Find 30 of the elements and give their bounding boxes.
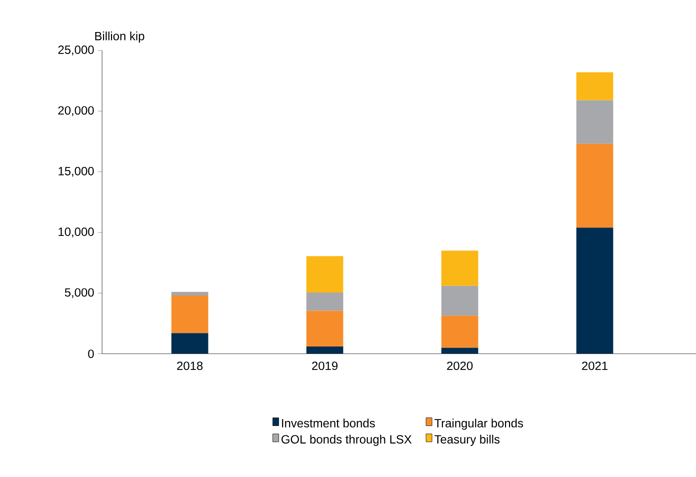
y-axis-title: Billion kip [95,31,144,43]
bar [306,292,344,311]
x-tick-label: 2021 [582,362,608,370]
bar [576,144,614,228]
bar [441,250,478,286]
legend-label: Traingular bonds [434,418,524,430]
bar [171,296,208,334]
y-tick-label: 25,000 [58,45,94,56]
bar [576,72,614,100]
bar [576,228,614,354]
y-tick-label: 10,000 [58,227,94,238]
y-tick-label: 15,000 [58,166,94,177]
bar [441,316,478,348]
bar [306,346,344,354]
bar [306,256,344,292]
bar [576,100,614,144]
bar [171,292,208,296]
x-tick-label: 2018 [177,362,203,370]
bar [171,333,208,354]
x-tick-label: 2020 [447,362,473,370]
bar [441,348,478,354]
bar [441,286,478,316]
y-tick-label: 5,000 [64,288,94,298]
y-tick-label: 20,000 [58,106,94,116]
legend-label: Investment bonds [282,418,375,428]
legend-label: GOL bonds through LSX [282,434,412,446]
y-tick-label: 0 [88,350,94,358]
bar [306,310,344,346]
x-tick-label: 2019 [312,362,338,370]
legend-label: Teasury bills [434,434,500,446]
